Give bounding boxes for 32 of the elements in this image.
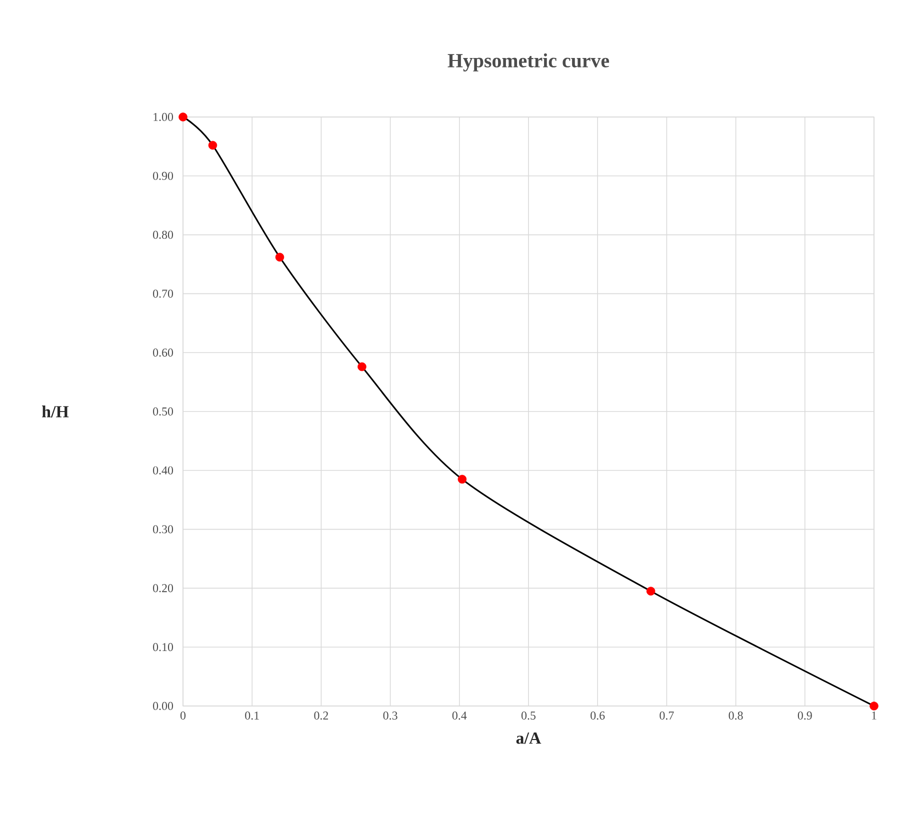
y-axis-title: h/H	[42, 406, 69, 418]
point	[178, 112, 188, 122]
point	[458, 474, 467, 484]
point	[208, 140, 218, 150]
x-tick-label: 0.8	[728, 712, 743, 720]
x-tick-label: 0.9	[798, 712, 812, 720]
x-tick-label: 1	[872, 712, 876, 720]
x-tick-label: 0.5	[521, 712, 536, 720]
x-tick-label: 0	[180, 712, 186, 720]
y-tick-label: 0.50	[153, 407, 174, 416]
y-tick-label: 0.90	[153, 172, 174, 180]
y-tick-label: 1.00	[154, 112, 174, 122]
y-tick-label: 0.40	[153, 466, 174, 474]
y-tick-label: 0.80	[153, 230, 174, 239]
y-tick-label: 0.60	[153, 348, 174, 357]
point	[646, 586, 656, 596]
x-tick-label: 0.3	[383, 712, 398, 720]
point	[870, 702, 878, 710]
x-tick-label: 0.4	[452, 712, 467, 720]
y-tick-label: 0.70	[153, 290, 174, 298]
x-tick-label: 0.6	[590, 712, 605, 720]
x-tick-label: 0.7	[660, 712, 674, 720]
point	[358, 362, 366, 372]
y-tick-label: 0.10	[153, 643, 174, 652]
x-axis-title: a/A	[516, 732, 542, 744]
y-tick-label: 0.20	[153, 584, 174, 592]
x-tick-label: 0.1	[245, 712, 259, 720]
y-tick-label: 0.30	[153, 525, 174, 534]
y-tick-label: 0.00	[153, 702, 174, 710]
chart-title: Hypsometric curve	[448, 53, 610, 72]
x-tick-label: 0.2	[314, 712, 328, 720]
point	[275, 252, 284, 262]
